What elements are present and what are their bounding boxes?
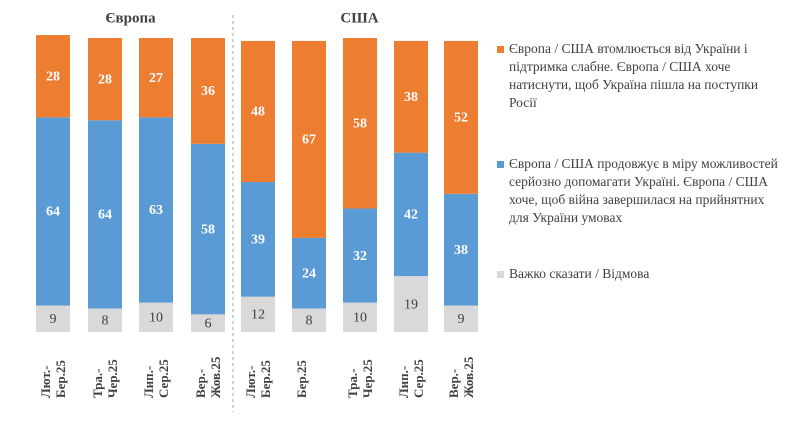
data-label: 67 <box>302 133 316 148</box>
data-label: 63 <box>149 203 163 218</box>
data-label: 36 <box>201 84 215 99</box>
x-tick-label: Лют.-Бер.25 <box>243 360 273 398</box>
data-label: 28 <box>46 69 60 84</box>
group-label: США <box>340 10 378 26</box>
bar-segment <box>191 38 225 144</box>
x-tick-label: Тра.-Чер.25 <box>90 359 120 398</box>
data-label: 19 <box>404 297 418 312</box>
bar-segment <box>191 314 225 332</box>
data-label: 8 <box>102 313 109 328</box>
bar-segment <box>343 208 377 303</box>
bar-segment <box>139 302 173 332</box>
bar-segment <box>36 117 70 306</box>
data-label: 32 <box>353 249 367 264</box>
legend-item: Важко сказати / Відмова <box>497 265 782 283</box>
data-label: 28 <box>98 72 112 87</box>
bar-segment <box>36 305 70 332</box>
data-label: 58 <box>353 116 367 131</box>
legend-text: Важко сказати / Відмова <box>509 266 650 281</box>
data-label: 64 <box>98 208 112 223</box>
x-tick-label: Вер.-Жов.25 <box>193 356 223 398</box>
x-tick-label: Лип.-Сер.25 <box>396 359 426 398</box>
bar-segment <box>394 276 428 332</box>
x-tick-label: Тра.-Чер.25 <box>345 359 375 398</box>
data-label: 10 <box>353 311 367 326</box>
data-label: 48 <box>251 105 265 120</box>
bar-segment <box>241 296 275 332</box>
data-label: 9 <box>458 312 465 327</box>
x-tick-label: Вер.-Жов.25 <box>446 356 476 398</box>
bar-segment <box>292 308 326 332</box>
data-label: 10 <box>149 311 163 326</box>
bar-segment <box>88 38 122 121</box>
bar-segment <box>292 40 326 238</box>
bar-segment <box>241 182 275 297</box>
legend-swatch <box>497 46 504 53</box>
bar-segment <box>88 308 122 332</box>
bar-segment <box>444 193 478 306</box>
legend-swatch <box>497 271 504 278</box>
bar-segment <box>241 40 275 183</box>
legend-item: Європа / США втомлюється від України і п… <box>497 40 782 112</box>
data-label: 64 <box>46 205 60 220</box>
x-tick-label: Лют.-Бер.25 <box>38 360 68 398</box>
bar-segment <box>444 40 478 194</box>
data-label: 39 <box>251 233 265 248</box>
data-label: 38 <box>404 90 418 105</box>
bar-segment <box>292 237 326 309</box>
x-tick-label: Бер.25 <box>294 360 309 398</box>
data-label: 38 <box>454 243 468 258</box>
bar-segment <box>343 38 377 209</box>
data-label: 58 <box>201 222 215 237</box>
data-label: 27 <box>149 71 163 86</box>
bar-segment <box>444 305 478 332</box>
data-label: 9 <box>50 312 57 327</box>
legend-swatch <box>497 161 504 168</box>
bar-segment <box>343 302 377 332</box>
x-tick-label: Лип.-Сер.25 <box>141 359 171 398</box>
bar-segment <box>139 38 173 118</box>
bar-segment <box>394 40 428 153</box>
data-label: 24 <box>302 266 316 281</box>
bar-segment <box>191 143 225 315</box>
data-label: 12 <box>251 308 265 323</box>
legend-item: Європа / США продовжує в міру можливосте… <box>497 155 782 227</box>
data-label: 52 <box>454 111 468 126</box>
data-label: 42 <box>404 208 418 223</box>
legend-text: Європа / США продовжує в міру можливосте… <box>509 156 778 225</box>
bar-segment <box>36 35 70 118</box>
bar-segment <box>88 120 122 309</box>
data-label: 6 <box>205 316 212 331</box>
group-label: Європа <box>105 10 156 26</box>
bar-segment <box>394 152 428 277</box>
bar-segment <box>139 117 173 303</box>
legend-text: Європа / США втомлюється від України і п… <box>509 41 759 110</box>
data-label: 8 <box>306 313 313 328</box>
